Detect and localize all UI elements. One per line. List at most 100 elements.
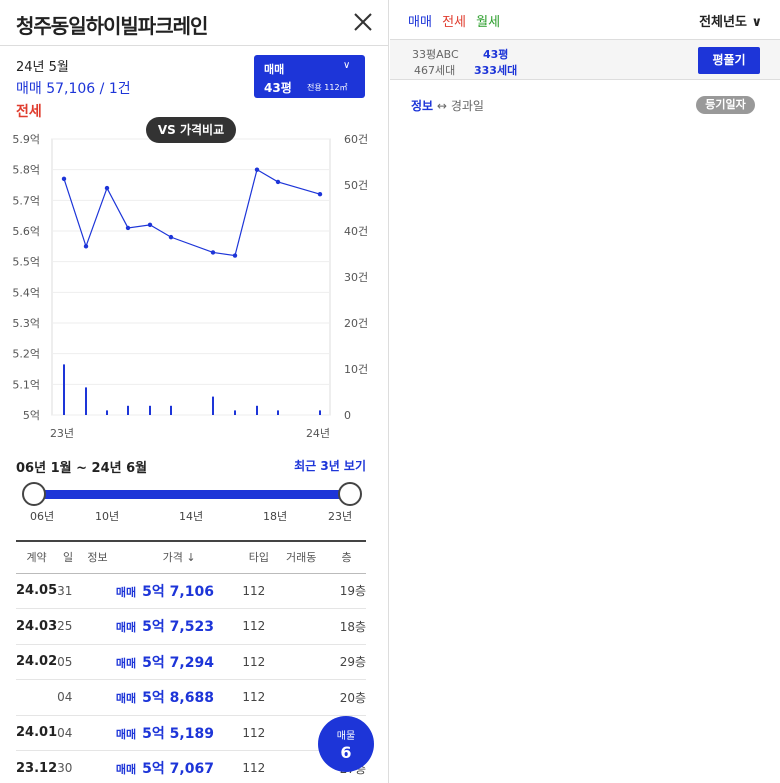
price-point [210,250,216,255]
cell-contract-month: 24.01 [16,715,58,751]
recent-3y-link[interactable]: 최근 3년 보기 [294,459,366,473]
slider-tick: 14년 [179,510,204,523]
cell-contract-month: 24.02 [16,644,58,680]
cell-price: 매매 5억 8,688 [115,679,243,716]
slider-handle-end[interactable] [338,482,362,506]
table-row[interactable]: 04 매매 5억 8,688 112 20층 [16,679,366,716]
cell-day: 04 [57,715,80,751]
cell-price: 매매 5억 7,067 [115,750,243,783]
cell-building [275,644,328,680]
slider-tick: 06년 [30,510,55,523]
left-trade-table: 계약 일 정보 가격 ↓ 타입 거래동 층 24.05 31 매매 5억 7,106 1… [16,540,366,783]
select-area: 전용 112㎡ [307,83,348,92]
table-row[interactable]: 24.05 31 매매 5억 7,106 112 19층 [16,573,366,609]
cell-contract-month [16,679,58,716]
cell-type: 112 [242,573,276,609]
volume-bar [127,405,129,415]
cell-type: 112 [242,679,276,716]
price-point [168,234,174,240]
select-type: 매매 [264,63,285,76]
listing-count-button[interactable]: 매물 6 [318,716,374,772]
trade-type-tabs: 매매 전세 월세 [408,11,506,30]
slider-tick: 10년 [95,510,120,523]
cell-info [79,573,116,609]
info-bar: 33평ABC 43평 467세대 333세대 평풀기 [390,39,780,80]
x-tick: 24년 [306,427,330,440]
vs-compare-button[interactable]: VS 가격비교 [146,117,236,143]
tab-sale[interactable]: 매매 [408,15,432,30]
cell-price: 매매 5억 7,294 [115,644,243,680]
cell-building [275,679,328,716]
cell-price: 매매 5억 7,523 [115,608,243,645]
y-tick-left: 5.3억 [12,317,40,330]
tab-jeonse[interactable]: 전세 [442,15,466,30]
info-value-1: 43평 [483,48,509,61]
info-gray-2: 467세대 [414,64,456,77]
info-toggle[interactable]: 정보 ↔ 경과일 [411,97,484,114]
volume-bar [277,410,279,415]
y-tick-right: 40건 [344,225,368,238]
plot-frame [51,138,331,416]
col-type: 타입 [242,540,276,574]
close-icon[interactable] [352,11,374,33]
price-value: 5억 8,688 [142,690,214,707]
col-building: 거래동 [275,540,328,574]
volume-bar [234,410,236,415]
y-tick-right: 60건 [344,133,368,146]
table-row[interactable]: 24.03 25 매매 5억 7,523 112 18층 [16,608,366,645]
trade-type: 매매 [115,621,137,635]
y-tick-left: 5.6억 [12,225,40,238]
cell-info [79,679,116,716]
cell-floor: 18층 [327,608,366,645]
trade-type: 매매 [115,656,137,670]
cell-info [79,608,116,645]
right-panel: 매매 전세 월세 전체년도 ∨ 33평ABC 43평 467세대 333세대 평… [390,0,780,783]
col-floor: 층 [327,540,366,574]
year-filter[interactable]: 전체년도 ∨ [699,11,762,30]
pyeong-button[interactable]: 평풀기 [698,47,760,74]
volume-bar [63,364,65,415]
tab-monthly[interactable]: 월세 [476,15,501,30]
price-point [83,244,89,249]
price-value: 5억 5,189 [142,725,214,742]
x-tick: 23년 [50,427,74,440]
slider-handle-start[interactable] [22,482,46,506]
y-tick-left: 5.4억 [12,286,40,299]
price-value: 5억 7,106 [142,583,214,600]
registration-badge[interactable]: 등기일자 [696,96,755,114]
cell-building [275,608,328,645]
sort-arrow-icon: ↓ [186,551,196,565]
volume-bar [319,410,321,415]
volume-bar [106,410,108,415]
price-line [63,168,321,257]
cell-building [275,750,328,783]
price-value: 5억 7,523 [142,619,214,636]
trade-type: 매매 [115,585,137,599]
cell-day: 30 [57,750,80,783]
table-row[interactable]: 24.02 05 매매 5억 7,294 112 29층 [16,644,366,680]
cell-day: 25 [57,608,80,645]
listing-count-label: 매물 [336,731,356,742]
price-point [232,253,238,258]
cell-info [79,715,116,751]
cell-contract-month: 24.03 [16,608,58,645]
trade-type: 매매 [115,763,137,777]
cell-price: 매매 5억 7,106 [115,573,243,609]
y-tick-left: 5억 [23,409,40,422]
volume-bar [149,405,151,415]
price-point [61,176,67,182]
y-tick-right: 10건 [344,363,368,376]
period-slider[interactable] [22,482,362,506]
col-contract[interactable]: 계약 [16,540,58,574]
year-month: 24년 5월 [16,60,69,75]
chevron-down-icon: ∨ [751,15,762,30]
col-price[interactable]: 가격 ↓ [115,540,243,574]
left-panel: 청주동일하이빌파크레인 24년 5월 매매 57,106 / 1건 전세 매매 … [0,0,389,783]
volume-bar [212,396,214,415]
left-header: 청주동일하이빌파크레인 [0,0,388,46]
range-text: 06년 1월 ~ 24년 6월 [16,461,148,476]
trade-type: 매매 [115,727,137,741]
size-select[interactable]: 매매 ∨ 43평 전용 112㎡ [254,55,365,98]
